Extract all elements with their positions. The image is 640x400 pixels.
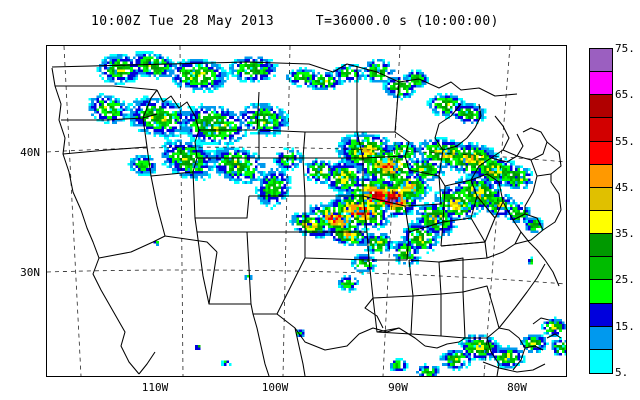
echo-cells bbox=[164, 118, 500, 239]
colorbar-band-70 bbox=[590, 72, 612, 96]
xtick-label-110w: 110W bbox=[141, 381, 169, 394]
colorbar-band-75 bbox=[590, 49, 612, 73]
colorbar-band-30 bbox=[590, 257, 612, 281]
colorbar-band-45 bbox=[590, 187, 612, 211]
reflectivity-colorbar bbox=[589, 48, 613, 374]
colorbar-band-55 bbox=[590, 141, 612, 165]
ytick-label-40n: 40N bbox=[20, 146, 40, 159]
political-boundaries bbox=[51, 61, 562, 376]
echo-cells bbox=[361, 191, 398, 215]
colorbar-band-35 bbox=[590, 234, 612, 258]
colorbar-tick-5: 5. bbox=[615, 366, 629, 379]
map-canvas bbox=[47, 46, 566, 376]
colorbar-tick-15: 15. bbox=[615, 319, 635, 333]
colorbar-tick-55: 55. bbox=[615, 134, 635, 148]
colorbar-tick-45: 45. bbox=[615, 180, 635, 194]
xtick-label-80w: 80W bbox=[507, 381, 527, 394]
colorbar-band-65 bbox=[590, 95, 612, 119]
radar-reflectivity-layer bbox=[88, 51, 566, 376]
colorbar-band-60 bbox=[590, 118, 612, 142]
latlon-gridlines bbox=[47, 46, 566, 376]
xtick-label-100w: 100W bbox=[261, 381, 289, 394]
colorbar-band-15 bbox=[590, 326, 612, 350]
ytick-label-30n: 30N bbox=[20, 266, 40, 279]
colorbar-band-10 bbox=[590, 349, 612, 373]
figure-title: 10:00Z Tue 28 May 2013 T=36000.0 s (10:0… bbox=[90, 14, 499, 29]
colorbar-tick-35: 35. bbox=[615, 227, 635, 241]
colorbar-tick-25: 25. bbox=[615, 273, 635, 287]
colorbar-band-40 bbox=[590, 210, 612, 235]
xtick-label-90w: 90W bbox=[388, 381, 408, 394]
map-plot-area bbox=[46, 45, 567, 377]
colorbar-band-50 bbox=[590, 164, 612, 188]
echo-cells bbox=[327, 163, 404, 223]
echo-cells bbox=[96, 56, 566, 376]
colorbar-tick-65: 65. bbox=[615, 88, 635, 102]
echo-cells bbox=[325, 150, 482, 239]
echo-cells bbox=[390, 199, 396, 202]
colorbar-band-20 bbox=[590, 303, 612, 327]
colorbar-tick-75: 75. bbox=[615, 42, 635, 55]
colorbar-band-25 bbox=[590, 280, 612, 304]
